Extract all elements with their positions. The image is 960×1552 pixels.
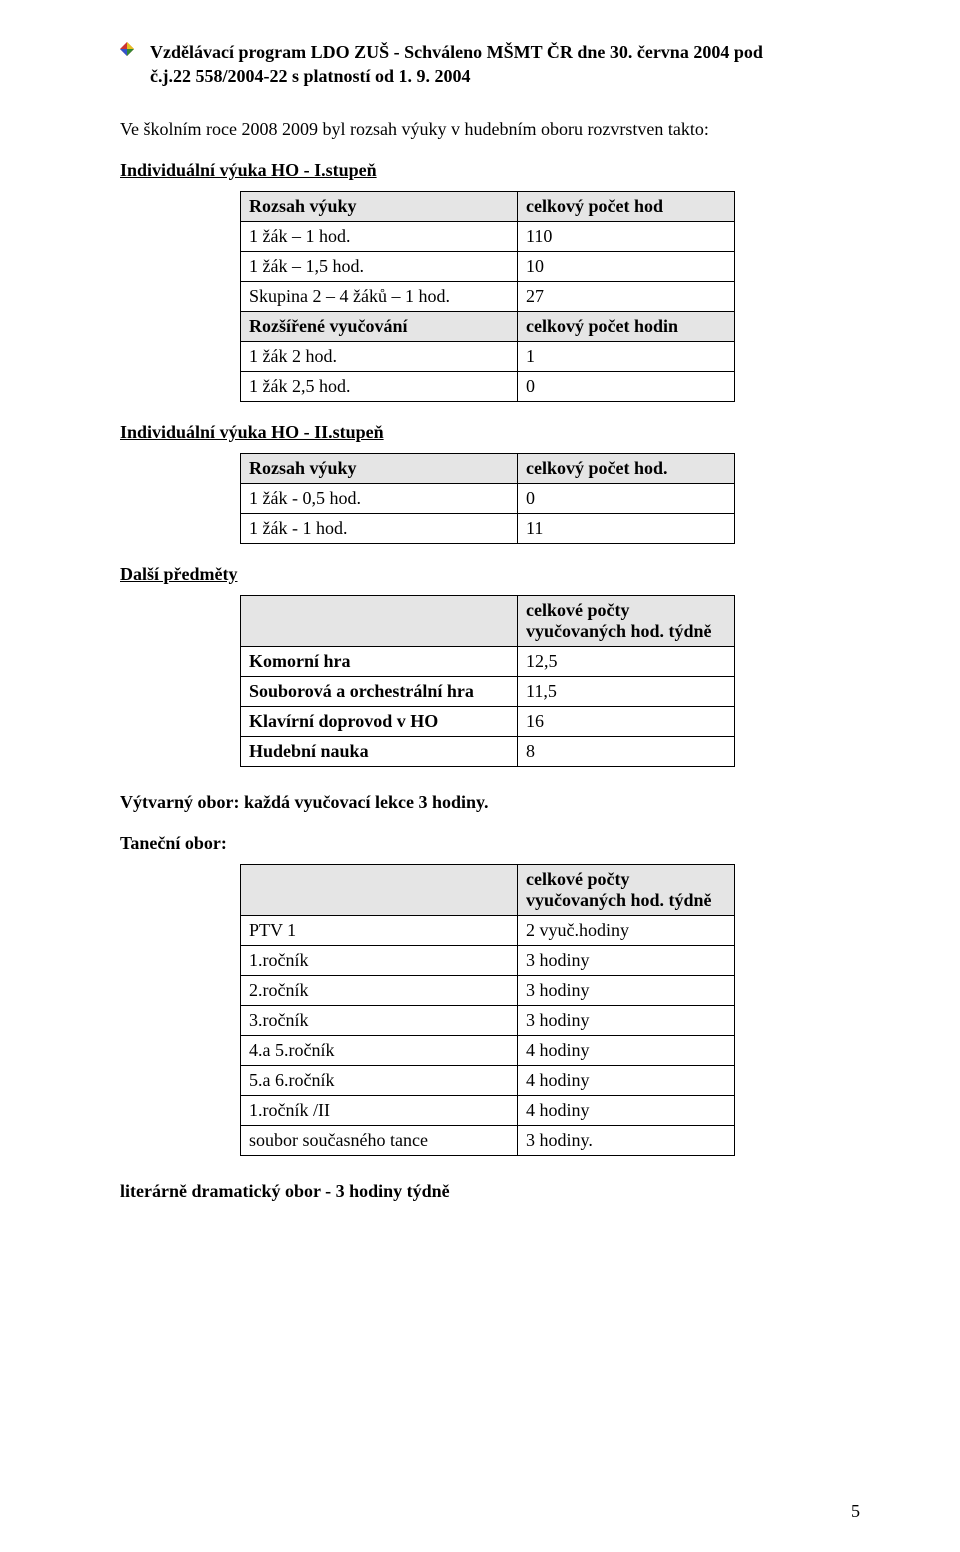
header-line2: č.j.22 558/2004-22 s platností od 1. 9. …: [150, 64, 763, 88]
table-row: PTV 1 2 vyuč.hodiny: [241, 915, 735, 945]
table-row: 1.ročník /II 4 hodiny: [241, 1095, 735, 1125]
sec1-title: Individuální výuka HO - I.stupeň: [120, 160, 860, 181]
table-row: Rozsah výuky celkový počet hod.: [241, 453, 735, 483]
sec1-subhdr-left: Rozšířené vyučování: [241, 311, 518, 341]
vytvarny-text: Výtvarný obor: každá vyučovací lekce 3 h…: [120, 792, 860, 813]
sec4-title: Taneční obor:: [120, 833, 860, 854]
cell: Skupina 2 – 4 žáků – 1 hod.: [241, 281, 518, 311]
table-row: 1 žák – 1 hod. 110: [241, 221, 735, 251]
cell: 11: [518, 513, 735, 543]
cell: 1 žák – 1 hod.: [241, 221, 518, 251]
cell: 5.a 6.ročník: [241, 1065, 518, 1095]
cell: 10: [518, 251, 735, 281]
cell: 1 žák 2 hod.: [241, 341, 518, 371]
cell: 12,5: [518, 646, 735, 676]
sec1-hdr-right: celkový počet hod: [518, 191, 735, 221]
cell: 27: [518, 281, 735, 311]
table-row: 1 žák – 1,5 hod. 10: [241, 251, 735, 281]
page: Vzdělávací program LDO ZUŠ - Schváleno M…: [0, 0, 960, 1552]
cell: 4.a 5.ročník: [241, 1035, 518, 1065]
table-row: 1 žák - 1 hod. 11: [241, 513, 735, 543]
cell: 4 hodiny: [518, 1095, 735, 1125]
table-row: celkové počty vyučovaných hod. týdně: [241, 595, 735, 646]
table-row: 3.ročník 3 hodiny: [241, 1005, 735, 1035]
cell: soubor současného tance: [241, 1125, 518, 1155]
cell: 3 hodiny: [518, 975, 735, 1005]
table-row: 1 žák 2,5 hod. 0: [241, 371, 735, 401]
cell: 3 hodiny.: [518, 1125, 735, 1155]
cell: 4 hodiny: [518, 1065, 735, 1095]
literarne-text: literárně dramatický obor - 3 hodiny týd…: [120, 1181, 860, 1202]
cell: 1.ročník /II: [241, 1095, 518, 1125]
cell: 4 hodiny: [518, 1035, 735, 1065]
page-number: 5: [851, 1501, 860, 1522]
header-line1: Vzdělávací program LDO ZUŠ - Schváleno M…: [150, 40, 763, 64]
table-row: Komorní hra 12,5: [241, 646, 735, 676]
table-row: Klavírní doprovod v HO 16: [241, 706, 735, 736]
table-row: 2.ročník 3 hodiny: [241, 975, 735, 1005]
table-row: celkové počty vyučovaných hod. týdně: [241, 864, 735, 915]
sec1-hdr-left: Rozsah výuky: [241, 191, 518, 221]
cell: Klavírní doprovod v HO: [241, 706, 518, 736]
cell: 0: [518, 371, 735, 401]
cell: 1 žák 2,5 hod.: [241, 371, 518, 401]
table-row: 4.a 5.ročník 4 hodiny: [241, 1035, 735, 1065]
sec3-empty-hdr: [241, 595, 518, 646]
sec2-hdr-left: Rozsah výuky: [241, 453, 518, 483]
cell: 1 žák – 1,5 hod.: [241, 251, 518, 281]
header-block: Vzdělávací program LDO ZUŠ - Schváleno M…: [120, 40, 860, 89]
sec3-title: Další předměty: [120, 564, 860, 585]
cell: 1 žák - 0,5 hod.: [241, 483, 518, 513]
cell: 1 žák - 1 hod.: [241, 513, 518, 543]
cell: 8: [518, 736, 735, 766]
sec4-empty-hdr: [241, 864, 518, 915]
header-text-wrap: Vzdělávací program LDO ZUŠ - Schváleno M…: [150, 40, 763, 89]
cell: 110: [518, 221, 735, 251]
cell: 0: [518, 483, 735, 513]
table-row: soubor současného tance 3 hodiny.: [241, 1125, 735, 1155]
bullet-icon: [120, 40, 140, 59]
table-row: 5.a 6.ročník 4 hodiny: [241, 1065, 735, 1095]
table-row: Hudební nauka 8: [241, 736, 735, 766]
cell: Souborová a orchestrální hra: [241, 676, 518, 706]
table-row: Skupina 2 – 4 žáků – 1 hod. 27: [241, 281, 735, 311]
sec2-hdr-right: celkový počet hod.: [518, 453, 735, 483]
cell: 11,5: [518, 676, 735, 706]
sec4-table: celkové počty vyučovaných hod. týdně PTV…: [240, 864, 735, 1156]
cell: Komorní hra: [241, 646, 518, 676]
cell: 3.ročník: [241, 1005, 518, 1035]
sec3-table: celkové počty vyučovaných hod. týdně Kom…: [240, 595, 735, 767]
cell: 2 vyuč.hodiny: [518, 915, 735, 945]
table-row: Rozšířené vyučování celkový počet hodin: [241, 311, 735, 341]
cell: PTV 1: [241, 915, 518, 945]
sec4-hdr-right: celkové počty vyučovaných hod. týdně: [518, 864, 735, 915]
sec1-table: Rozsah výuky celkový počet hod 1 žák – 1…: [240, 191, 735, 402]
cell: 2.ročník: [241, 975, 518, 1005]
sec2-table: Rozsah výuky celkový počet hod. 1 žák - …: [240, 453, 735, 544]
intro-text: Ve školním roce 2008 2009 byl rozsah výu…: [120, 119, 860, 140]
table-row: 1.ročník 3 hodiny: [241, 945, 735, 975]
cell: Hudební nauka: [241, 736, 518, 766]
table-row: Souborová a orchestrální hra 11,5: [241, 676, 735, 706]
cell: 3 hodiny: [518, 1005, 735, 1035]
cell: 1: [518, 341, 735, 371]
table-row: 1 žák - 0,5 hod. 0: [241, 483, 735, 513]
table-row: Rozsah výuky celkový počet hod: [241, 191, 735, 221]
cell: 3 hodiny: [518, 945, 735, 975]
sec3-hdr-right: celkové počty vyučovaných hod. týdně: [518, 595, 735, 646]
sec2-title: Individuální výuka HO - II.stupeň: [120, 422, 860, 443]
cell: 1.ročník: [241, 945, 518, 975]
cell: 16: [518, 706, 735, 736]
table-row: 1 žák 2 hod. 1: [241, 341, 735, 371]
sec1-subhdr-right: celkový počet hodin: [518, 311, 735, 341]
